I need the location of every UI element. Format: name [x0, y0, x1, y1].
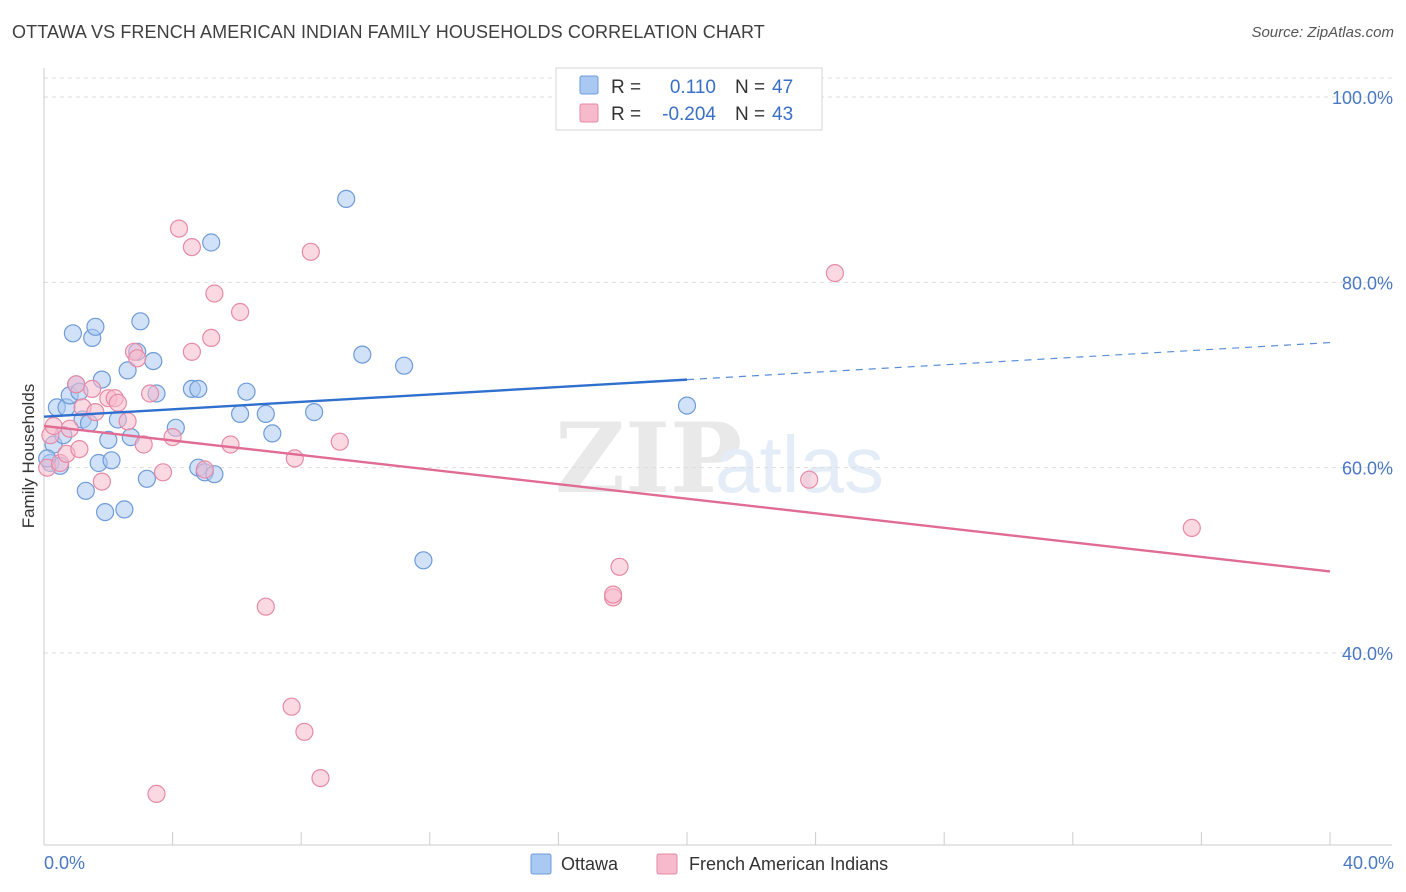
watermark-zip: ZIP: [555, 402, 742, 515]
x-tick-label-min: 0.0%: [44, 853, 85, 873]
x-ticks: [43, 832, 1331, 845]
legend-swatch-french-american-indians: [579, 103, 599, 123]
chart-title: OTTAWA VS FRENCH AMERICAN INDIAN FAMILY …: [12, 22, 765, 42]
point-1-7: [70, 440, 89, 459]
point-0-43: [395, 356, 414, 375]
legend-box: R = 0.110 N = 47 R = -0.204 N = 43: [555, 67, 823, 131]
legend-n-label-french-american-indians: N =: [735, 104, 765, 125]
point-0-26: [137, 469, 156, 488]
y-tick-label-2: 80.0%: [1342, 273, 1393, 293]
point-0-17: [95, 502, 115, 522]
legend-r-value-french-american-indians: -0.204: [662, 104, 716, 125]
point-0-18: [99, 430, 118, 449]
point-1-6: [67, 375, 86, 394]
point-0-36: [231, 404, 250, 423]
bottom-legend-label-ottawa: Ottawa: [561, 854, 619, 874]
legend-r-label-ottawa: R =: [611, 77, 641, 98]
point-1-15: [118, 412, 137, 431]
point-1-26: [195, 460, 214, 479]
point-0-19: [102, 451, 121, 470]
bottom-legend-label-french-american-indians: French American Indians: [689, 854, 888, 874]
y-tick-label-1: 60.0%: [1342, 459, 1393, 479]
point-1-9: [83, 379, 102, 398]
legend-n-value-french-american-indians: 43: [772, 104, 793, 125]
grid-lines: [44, 77, 1392, 654]
y-axis-label: Family Households: [19, 384, 38, 529]
legend-box-frame: [555, 67, 823, 131]
bottom-legend-swatch-ottawa: [530, 853, 552, 875]
point-1-38: [603, 585, 623, 604]
legend-n-value-ottawa: 47: [772, 77, 793, 98]
point-1-40: [800, 470, 819, 489]
trend-line-ottawa: [43, 378, 688, 418]
point-1-36: [330, 432, 349, 451]
point-0-39: [263, 424, 282, 443]
watermark: ZIP atlas: [555, 402, 884, 515]
point-0-38: [256, 404, 275, 423]
trend-lines: [43, 341, 1331, 573]
point-1-11: [92, 472, 112, 491]
legend-swatch-ottawa: [579, 75, 599, 95]
point-1-25: [182, 342, 201, 361]
point-0-40: [305, 403, 324, 422]
watermark-atlas: atlas: [715, 420, 884, 509]
point-1-23: [169, 219, 189, 238]
point-0-14: [86, 317, 105, 336]
legend-r-value-ottawa: 0.110: [670, 77, 716, 98]
point-0-25: [131, 312, 150, 331]
point-1-10: [86, 403, 105, 422]
trend-line-ottawa-extension: [686, 341, 1331, 381]
point-0-41: [337, 189, 356, 208]
point-1-28: [205, 284, 224, 303]
point-0-11: [76, 481, 95, 500]
point-0-7: [63, 324, 83, 343]
point-1-14: [108, 393, 128, 412]
point-1-18: [134, 435, 153, 454]
x-tick-label-max: 40.0%: [1343, 853, 1394, 873]
point-1-35: [311, 768, 330, 788]
point-0-32: [189, 379, 208, 398]
point-1-24: [182, 238, 201, 257]
point-0-27: [144, 352, 163, 371]
point-1-33: [295, 722, 314, 741]
point-1-19: [141, 384, 160, 403]
point-1-31: [256, 597, 275, 616]
legend-n-label-ottawa: N =: [735, 77, 765, 98]
y-tick-label-3: 100.0%: [1332, 88, 1393, 108]
point-0-21: [115, 500, 134, 519]
trend-line-french-american-indians: [43, 424, 1331, 573]
point-0-22: [118, 361, 137, 380]
point-1-43: [285, 449, 304, 468]
point-0-37: [237, 382, 256, 401]
point-1-42: [1182, 518, 1201, 538]
y-tick-label-0: 40.0%: [1342, 644, 1393, 664]
series-french-american-indians-points: [38, 219, 1201, 804]
point-0-34: [202, 233, 221, 252]
point-1-41: [825, 264, 845, 283]
point-1-22: [163, 428, 182, 447]
point-1-34: [301, 242, 320, 261]
point-1-21: [153, 463, 173, 482]
chart-source: Source: ZipAtlas.com: [1251, 24, 1394, 41]
point-1-29: [221, 435, 240, 454]
series-ottawa-points: [38, 189, 697, 570]
y-tick-labels: 40.0% 60.0% 80.0% 100.0%: [1332, 88, 1393, 664]
point-1-30: [231, 302, 250, 322]
bottom-legend-swatch-french-american-indians: [656, 853, 678, 875]
point-0-42: [353, 345, 372, 364]
point-0-44: [414, 551, 433, 570]
point-1-27: [202, 328, 221, 347]
point-1-32: [282, 697, 301, 716]
point-1-20: [147, 784, 166, 804]
point-0-45: [677, 396, 697, 415]
point-1-39: [610, 557, 629, 576]
legend-r-label-french-american-indians: R =: [611, 104, 641, 125]
bottom-legend: Ottawa French American Indians: [530, 853, 888, 875]
point-1-17: [128, 349, 147, 368]
